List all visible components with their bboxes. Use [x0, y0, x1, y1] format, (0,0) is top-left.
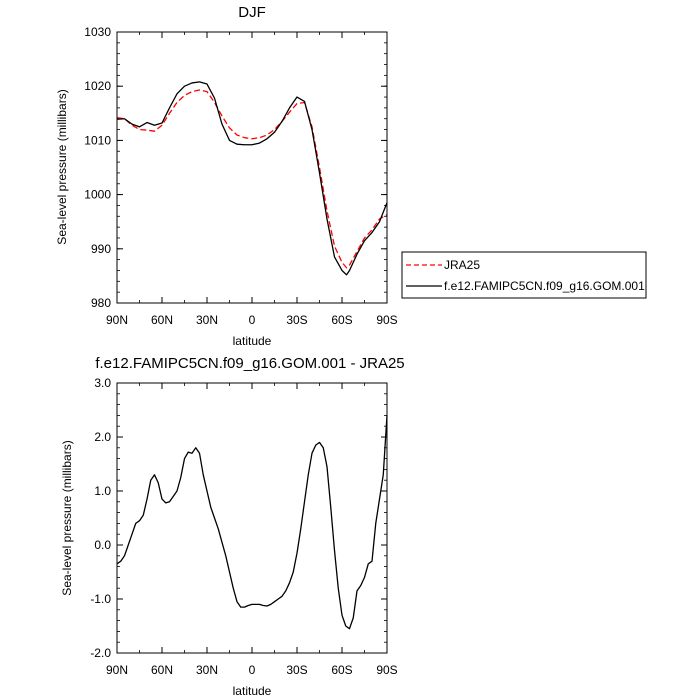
- x-tick-label: 60N: [151, 663, 173, 677]
- difference-line: [116, 415, 388, 630]
- y-tick-label: 2.0: [94, 430, 111, 444]
- y-tick-label: 1000: [84, 188, 111, 202]
- x-tick-label: 60S: [331, 663, 352, 677]
- series-line-jra25: [116, 89, 388, 269]
- x-tick-label: 0: [249, 663, 256, 677]
- y-tick-label: 3.0: [94, 376, 111, 390]
- x-tick-label: 30N: [196, 313, 218, 327]
- x-tick-label: 0: [249, 313, 256, 327]
- y-tick-label: -1.0: [90, 592, 111, 606]
- y-tick-label: 990: [91, 242, 111, 256]
- x-axis-label: latitude: [233, 684, 272, 698]
- x-tick-group: 90N 60N 30N 0 30S 60S 90S: [106, 383, 398, 677]
- x-tick-group: 90N 60N 30N 0 30S 60S 90S: [106, 32, 398, 327]
- x-tick-label: 60S: [331, 313, 352, 327]
- x-tick-label: 30S: [286, 663, 307, 677]
- x-tick-label: 30S: [286, 313, 307, 327]
- x-tick-label: 90S: [376, 313, 397, 327]
- chart-title: DJF: [238, 4, 266, 21]
- y-tick-label: 980: [91, 296, 111, 310]
- plot-frame: [116, 382, 388, 654]
- y-tick-label: 1.0: [94, 484, 111, 498]
- y-tick-label: 1030: [84, 25, 111, 39]
- y-axis-label: Sea-level pressure (millibars): [60, 440, 74, 595]
- plot-frame: [116, 31, 388, 304]
- x-axis-label: latitude: [233, 334, 272, 348]
- bottom-panel: f.e12.FAMIPC5CN.f09_g16.GOM.001 - JRA25 …: [60, 355, 405, 698]
- x-tick-label: 90S: [376, 663, 397, 677]
- y-tick-label: 1010: [84, 133, 111, 147]
- x-tick-label: 90N: [106, 663, 128, 677]
- y-axis-label: Sea-level pressure (millibars): [55, 89, 69, 244]
- y-tick-group: 980 990 1000 1010 1020 1030: [84, 25, 387, 310]
- x-tick-label: 30N: [196, 663, 218, 677]
- series-group: [116, 81, 388, 276]
- y-tick-label: 0.0: [94, 538, 111, 552]
- series-group: [116, 415, 388, 630]
- x-tick-label: 60N: [151, 313, 173, 327]
- legend-entry-model: f.e12.FAMIPC5CN.f09_g16.GOM.001: [444, 279, 645, 293]
- y-tick-label: -2.0: [90, 646, 111, 660]
- y-tick-label: 1020: [84, 79, 111, 93]
- legend: JRA25 f.e12.FAMIPC5CN.f09_g16.GOM.001: [401, 251, 647, 299]
- chart-title: f.e12.FAMIPC5CN.f09_g16.GOM.001 - JRA25: [95, 355, 404, 372]
- legend-box: [401, 251, 647, 299]
- x-tick-label: 90N: [106, 313, 128, 327]
- series-line-model: [116, 81, 388, 276]
- legend-entry-jra25: JRA25: [444, 258, 480, 272]
- top-panel: DJF 980 990 1000 1010 1020 1030 90N 60N 30N 0 30S…: [55, 4, 398, 348]
